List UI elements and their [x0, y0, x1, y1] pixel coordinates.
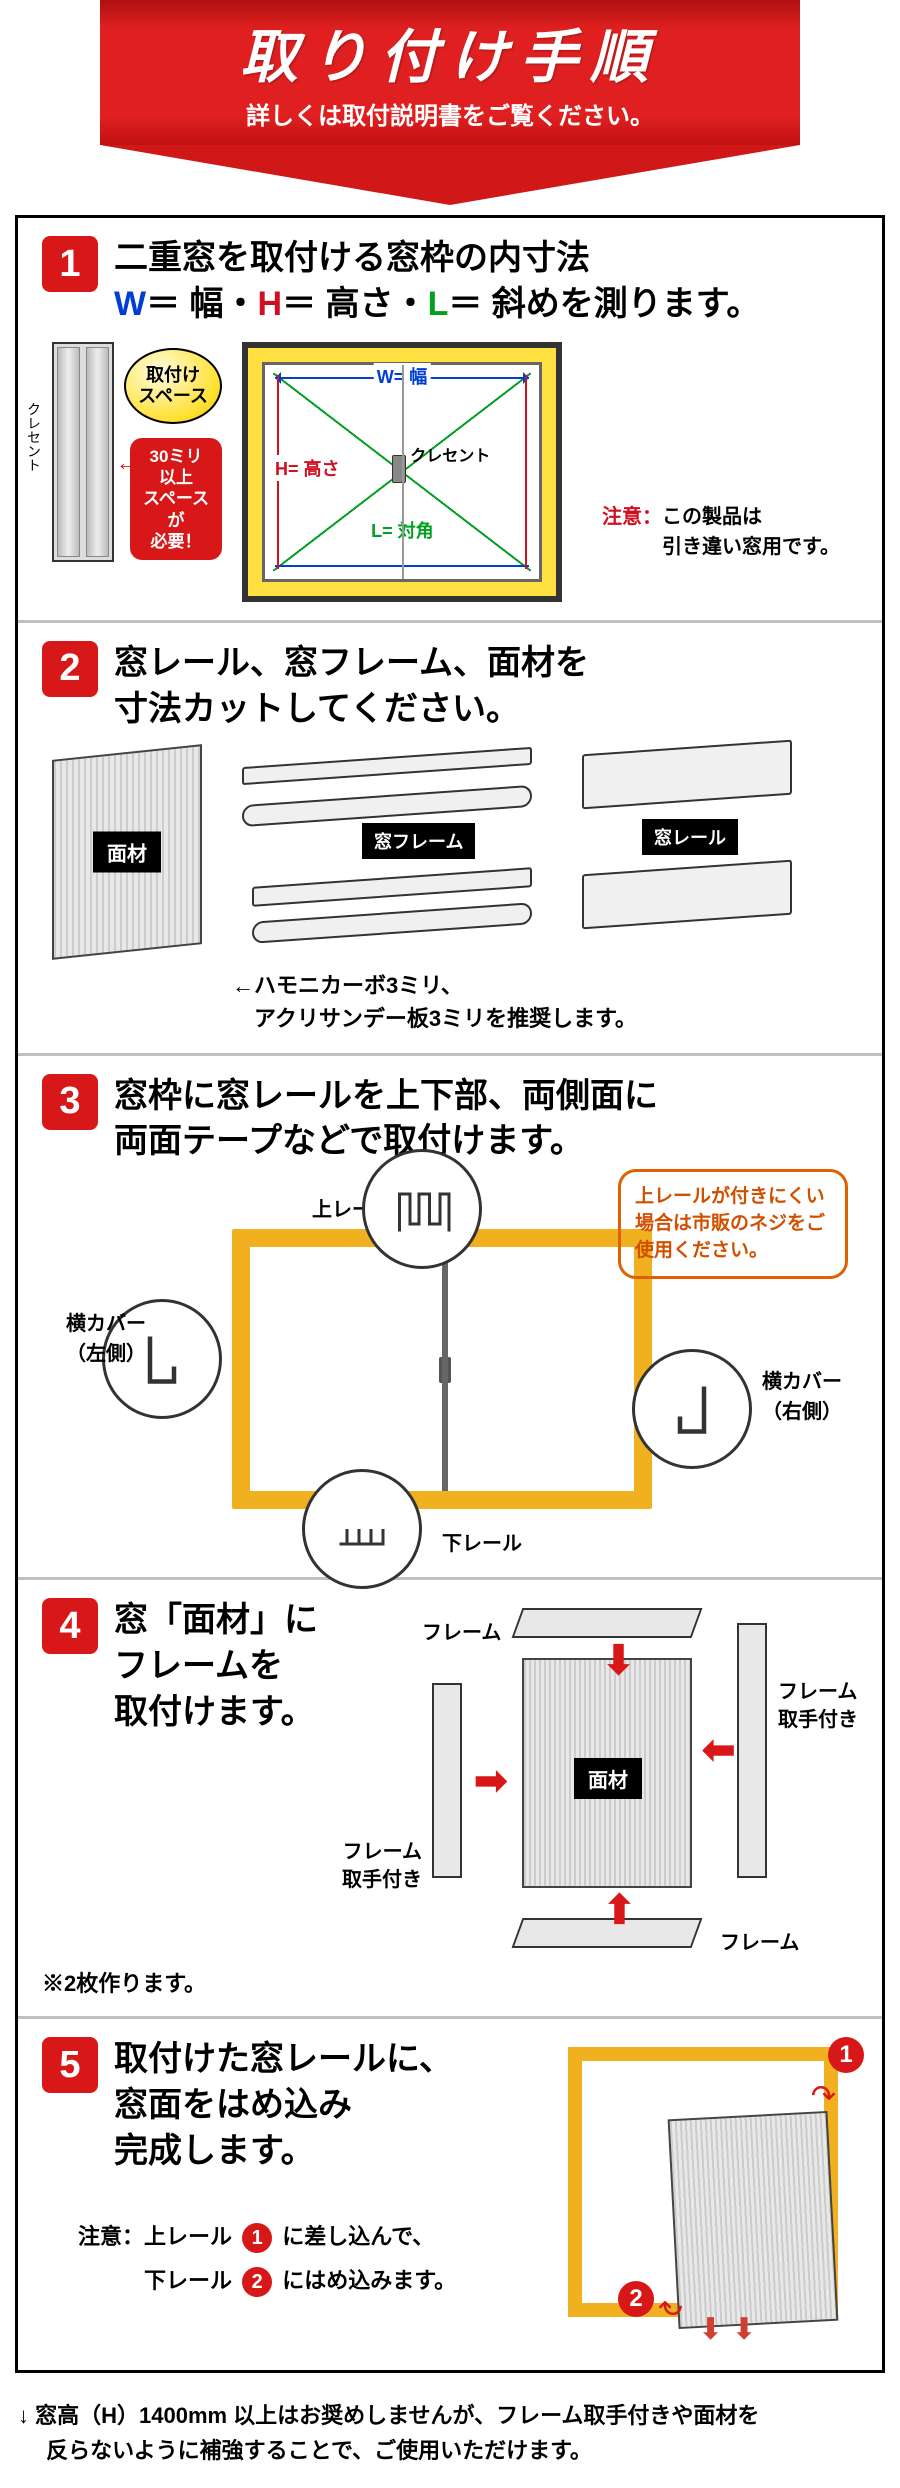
step-1: 1 二重窓を取付ける窓枠の内寸法 W＝ 幅・H＝ 高さ・L＝ 斜めを測ります。 … — [18, 218, 882, 623]
step-3-diagram: 上レール 横カバー （左側） 横カバー （右側） 下レール 上レールが付きにくい… — [42, 1179, 858, 1559]
step-2-note: ←ハモニカーボ3ミリ、 アクリサンデー板3ミリを推奨します。 — [232, 969, 858, 1035]
right-cover-label: 横カバー （右側） — [762, 1367, 842, 1427]
arrow-down-icon — [100, 145, 800, 205]
step-5-number: 5 — [42, 2037, 98, 2093]
step-1-existing-window-diagram: クレセント 取付け スペース ↔ 30ミリ 以上 スペースが 必要！ — [52, 342, 222, 562]
step-3-title: 窓枠に窓レールを上下部、両側面に 両面テープなどで取付けます。 — [114, 1074, 658, 1166]
step-3: 3 窓枠に窓レールを上下部、両側面に 両面テープなどで取付けます。 上レール 横… — [18, 1056, 882, 1581]
frame-handle-left-label: フレーム 取手付き — [342, 1838, 422, 1894]
height-label: H= 高さ — [273, 455, 342, 481]
step-5: 5 取付けた窓レールに、 窓面をはめ込み 完成します。 注意：上レール 1 に差… — [18, 2019, 882, 2355]
diagram-badge-2: 2 — [618, 2281, 654, 2317]
step-4-diagram: フレーム 面材 ➡ ➡ ➡ ➡ フレーム 取手付き フレーム 取手付き フレーム — [322, 1598, 858, 1978]
step-3-tip-bubble: 上レールが付きにくい場合は市販のネジをご使用ください。 — [618, 1169, 848, 1279]
footer-note: ↓ 窓高（H）1400mm 以上はお奨めしませんが、フレーム取手付きや面材を 反… — [0, 2388, 900, 2488]
frame-handle-right-label: フレーム 取手付き — [778, 1678, 858, 1734]
badge-1-icon: 1 — [242, 2223, 272, 2253]
arrow-up-red-icon: ➡ — [596, 1893, 642, 1927]
header-banner: 取り付け手順 詳しくは取付説明書をご覧ください。 — [100, 0, 800, 145]
step-5-note: 注意：上レール 1 に差し込んで、 下レール 2 にはめ込みます。 — [78, 2215, 538, 2303]
window-frame-label: 窓フレーム — [362, 823, 475, 859]
arrow-down-red-icon: ➡ — [596, 1643, 642, 1677]
top-rail-detail-icon — [362, 1149, 482, 1269]
required-space-bubble: 30ミリ 以上 スペースが 必要！ — [130, 438, 222, 560]
hand-icon: ⬇ ⬇ — [698, 2312, 757, 2347]
instruction-box: 1 二重窓を取付ける窓枠の内寸法 W＝ 幅・H＝ 高さ・L＝ 斜めを測ります。 … — [15, 215, 885, 2373]
badge-2-icon: 2 — [242, 2267, 272, 2297]
space-bubble: 取付け スペース — [124, 348, 222, 424]
window-rail-label: 窓レール — [642, 819, 738, 855]
step-1-title-line1: 二重窓を取付ける窓枠の内寸法 — [114, 239, 590, 277]
step-3-number: 3 — [42, 1074, 98, 1130]
frame-top-label: フレーム — [422, 1616, 501, 1645]
panel-material-label: 面材 — [93, 831, 161, 872]
step-4: 4 窓「面材」に フレームを 取付けます。 ※2枚作ります。 フレーム 面材 ➡… — [18, 1580, 882, 2019]
panel-material-diagram: 面材 — [52, 744, 202, 960]
step-2: 2 窓レール、窓フレーム、面材を 寸法カットしてください。 面材 窓フレーム — [18, 623, 882, 1056]
step-5-diagram: 1 2 ↷ ↷ ⬇ ⬇ — [558, 2037, 858, 2337]
frame-bottom-label: フレーム — [720, 1926, 799, 1955]
step-2-parts-diagram: 窓フレーム 窓レール — [222, 747, 858, 957]
arrow-right-red-icon: ➡ — [474, 1758, 508, 1804]
crescent-diagram-label: クレセント — [410, 442, 490, 466]
panel-center-label: 面材 — [574, 1758, 642, 1799]
step-1-l-label: L — [428, 285, 449, 323]
step-1-number: 1 — [42, 236, 98, 292]
arrow-left-red-icon: ➡ — [702, 1728, 736, 1774]
window-frame-diagram — [232, 1229, 652, 1509]
step-4-title: 窓「面材」に フレームを 取付けます。 — [114, 1598, 318, 1736]
curve-arrow-2-icon: ↷ — [658, 2287, 683, 2322]
bottom-rail-detail-icon — [302, 1469, 422, 1589]
header-title: 取り付け手順 — [120, 10, 780, 94]
header-subtitle: 詳しくは取付説明書をご覧ください。 — [120, 96, 780, 131]
step-1-title: 二重窓を取付ける窓枠の内寸法 W＝ 幅・H＝ 高さ・L＝ 斜めを測ります。 — [114, 236, 760, 328]
diagonal-label: L= 対角 — [369, 517, 436, 543]
step-5-title: 取付けた窓レールに、 窓面をはめ込み 完成します。 — [114, 2037, 453, 2175]
crescent-vertical-label: クレセント — [24, 402, 44, 472]
left-cover-label: 横カバー （左側） — [66, 1309, 146, 1369]
curve-arrow-1-icon: ↷ — [811, 2079, 836, 2114]
page-container: 取り付け手順 詳しくは取付説明書をご覧ください。 1 二重窓を取付ける窓枠の内寸… — [0, 0, 900, 2488]
step-4-number: 4 — [42, 1598, 98, 1654]
step-2-title: 窓レール、窓フレーム、面材を 寸法カットしてください。 — [114, 641, 589, 733]
bottom-rail-label: 下レール — [442, 1527, 522, 1556]
step-1-w-label: W — [114, 285, 146, 323]
step-1-notice: 注意：この製品は 引き違い窓用です。 — [602, 342, 840, 562]
width-label: W= 幅 — [374, 363, 431, 389]
right-cover-detail-icon — [632, 1349, 752, 1469]
step-4-note: ※2枚作ります。 — [42, 1966, 322, 1998]
step-1-measurement-diagram: W= 幅 H= 高さ L= 対角 クレセント — [242, 342, 582, 602]
step-2-number: 2 — [42, 641, 98, 697]
step-1-h-label: H — [258, 285, 283, 323]
diagram-badge-1: 1 — [828, 2037, 864, 2073]
